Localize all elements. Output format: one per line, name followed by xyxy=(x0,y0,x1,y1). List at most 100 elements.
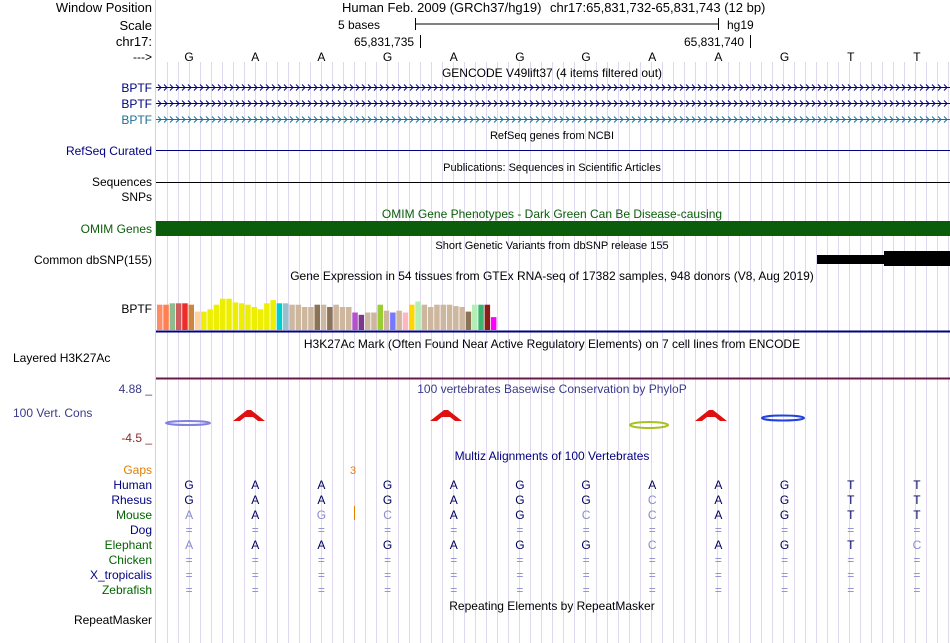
gtex-tissue-bar[interactable] xyxy=(257,309,264,330)
gtex-tissue-bar[interactable] xyxy=(308,307,314,330)
gtex-tissue-bar[interactable] xyxy=(427,307,434,330)
gtex-tissue-bar[interactable] xyxy=(201,311,207,330)
omim-track-title[interactable]: OMIM Gene Phenotypes - Dark Green Can Be… xyxy=(382,207,722,221)
gtex-tissue-bar[interactable] xyxy=(314,304,321,330)
alignment-row[interactable]: Rhesus G A A G A G G C A G T T xyxy=(111,493,921,507)
repeatmasker-track-title[interactable]: Repeating Elements by RepeatMasker xyxy=(449,599,654,613)
gtex-tissue-bar[interactable] xyxy=(490,317,497,330)
omim-track-label[interactable]: OMIM Genes xyxy=(81,222,152,236)
gtex-track-title[interactable]: Gene Expression in 54 tissues from GTEx … xyxy=(290,269,814,283)
gtex-tissue-bar[interactable] xyxy=(327,307,333,330)
species-label[interactable]: Rhesus xyxy=(111,493,152,507)
gtex-tissue-bar[interactable] xyxy=(371,312,377,331)
gtex-tissue-bar[interactable] xyxy=(339,307,346,330)
gtex-tissue-bar[interactable] xyxy=(478,304,484,330)
conservation-logo-marks[interactable] xyxy=(165,410,805,429)
snps-track-label[interactable]: SNPs xyxy=(121,190,152,204)
gtex-tissue-bar[interactable] xyxy=(207,309,213,330)
alignment-row[interactable]: X_tropicalis = = = = = = = = = = = = xyxy=(90,568,920,582)
refseq-track-title[interactable]: RefSeq genes from NCBI xyxy=(490,130,614,142)
gtex-tissue-bar[interactable] xyxy=(333,304,339,330)
gtex-tissue-bar[interactable] xyxy=(220,298,226,330)
refseq-track-label[interactable]: RefSeq Curated xyxy=(66,144,152,158)
gtex-tissue-bar[interactable] xyxy=(283,303,289,330)
gtex-tissue-bar[interactable] xyxy=(364,312,371,331)
gtex-tissue-bar[interactable] xyxy=(238,303,245,330)
gtex-tissue-bar[interactable] xyxy=(465,311,472,330)
publications-track-label[interactable]: Sequences xyxy=(92,175,152,189)
species-label[interactable]: X_tropicalis xyxy=(90,568,152,582)
gtex-tissue-bar[interactable] xyxy=(232,302,239,330)
gencode-gene-label-1[interactable]: BPTF xyxy=(121,81,152,95)
gtex-tissue-bar[interactable] xyxy=(169,303,176,330)
alignment-row[interactable]: Elephant A A A G A G G C A G T C xyxy=(105,538,922,552)
multiz-track-title[interactable]: Multiz Alignments of 100 Vertebrates xyxy=(455,449,650,463)
gtex-tissue-bar[interactable] xyxy=(484,304,491,330)
gtex-tissue-bar[interactable] xyxy=(472,304,478,330)
gtex-tissue-bar[interactable] xyxy=(226,298,232,330)
gtex-tissue-bar[interactable] xyxy=(194,311,201,330)
h3k27ac-track-label[interactable]: Layered H3K27Ac xyxy=(13,351,110,365)
assembly-text[interactable]: Human Feb. 2009 (GRCh37/hg19) xyxy=(342,0,541,15)
dbsnp-variant-marks[interactable] xyxy=(817,251,950,266)
alignment-row[interactable]: Chicken = = = = = = = = = = = = xyxy=(109,553,921,567)
gtex-tissue-bar[interactable] xyxy=(270,300,276,330)
gencode-transcript-line[interactable] xyxy=(156,84,950,91)
gtex-tissue-bar[interactable] xyxy=(264,303,270,330)
species-label[interactable]: Elephant xyxy=(105,538,153,552)
position-text[interactable]: chr17:65,831,732-65,831,743 (12 bp) xyxy=(550,0,765,15)
gtex-tissue-bar[interactable] xyxy=(301,307,308,330)
gtex-tissue-bar[interactable] xyxy=(295,304,302,330)
gtex-tissue-bar[interactable] xyxy=(377,304,384,330)
gtex-tissue-bar[interactable] xyxy=(421,304,428,330)
gtex-tissue-bar[interactable] xyxy=(188,304,195,330)
gtex-tissue-bar[interactable] xyxy=(346,307,352,330)
publications-track-title[interactable]: Publications: Sequences in Scientific Ar… xyxy=(443,162,661,174)
species-label[interactable]: Chicken xyxy=(109,553,152,567)
gtex-tissue-bar[interactable] xyxy=(289,304,295,330)
alignment-row[interactable]: Mouse A A G C A G C C A G T T xyxy=(116,508,921,522)
gtex-tissue-bar[interactable] xyxy=(434,304,440,330)
omim-gene-bar[interactable] xyxy=(156,221,950,236)
alignment-row[interactable]: Dog = = = = = = = = = = = = xyxy=(130,523,920,537)
alignment-row[interactable]: Human G A A G A G G A A G T T xyxy=(113,478,921,492)
gencode-transcript-line[interactable] xyxy=(156,100,950,107)
gtex-tissue-bar[interactable] xyxy=(459,307,465,330)
dbsnp-track-label[interactable]: Common dbSNP(155) xyxy=(34,253,152,267)
gtex-tissue-bar[interactable] xyxy=(352,312,358,331)
gtex-tissue-bar[interactable] xyxy=(182,303,188,330)
gtex-tissue-bar[interactable] xyxy=(320,304,327,330)
gtex-tissue-bar[interactable] xyxy=(440,304,447,330)
gtex-tissue-bar[interactable] xyxy=(409,304,415,330)
gtex-tissue-bar[interactable] xyxy=(175,303,182,330)
gtex-tissue-bar[interactable] xyxy=(402,312,409,331)
gencode-gene-label-2[interactable]: BPTF xyxy=(121,97,152,111)
gaps-label[interactable]: Gaps xyxy=(123,463,152,477)
gencode-track-title[interactable]: GENCODE V49lift37 (4 items filtered out) xyxy=(442,66,662,80)
conservation-track-label[interactable]: 100 Vert. Cons xyxy=(13,406,92,420)
gtex-tissue-bar[interactable] xyxy=(251,307,258,330)
gtex-tissue-bar[interactable] xyxy=(163,304,169,330)
gtex-track-label[interactable]: BPTF xyxy=(121,302,152,316)
h3k27ac-track-title[interactable]: H3K27Ac Mark (Often Found Near Active Re… xyxy=(304,337,800,351)
repeatmasker-track-label[interactable]: RepeatMasker xyxy=(74,613,152,627)
alignment-row[interactable]: Zebrafish = = = = = = = = = = = = xyxy=(102,583,920,597)
species-label[interactable]: Dog xyxy=(130,523,152,537)
gtex-tissue-bar[interactable] xyxy=(453,306,459,330)
gtex-tissue-bar[interactable] xyxy=(446,304,453,330)
gencode-gene-label-3[interactable]: BPTF xyxy=(121,113,152,127)
gtex-tissue-bar[interactable] xyxy=(396,310,402,330)
conservation-track-title[interactable]: 100 vertebrates Basewise Conservation by… xyxy=(417,382,686,396)
gencode-transcript-line[interactable] xyxy=(156,116,950,123)
gtex-tissue-bar[interactable] xyxy=(358,314,365,330)
species-label[interactable]: Mouse xyxy=(116,508,152,522)
dbsnp-track-title[interactable]: Short Genetic Variants from dbSNP releas… xyxy=(435,240,668,252)
species-label[interactable]: Human xyxy=(113,478,152,492)
gtex-tissue-bar[interactable] xyxy=(157,304,163,330)
gtex-tissue-bar[interactable] xyxy=(245,304,251,330)
gtex-expression-bars[interactable] xyxy=(157,298,497,331)
gtex-tissue-bar[interactable] xyxy=(415,301,421,331)
gtex-tissue-bar[interactable] xyxy=(213,304,220,330)
